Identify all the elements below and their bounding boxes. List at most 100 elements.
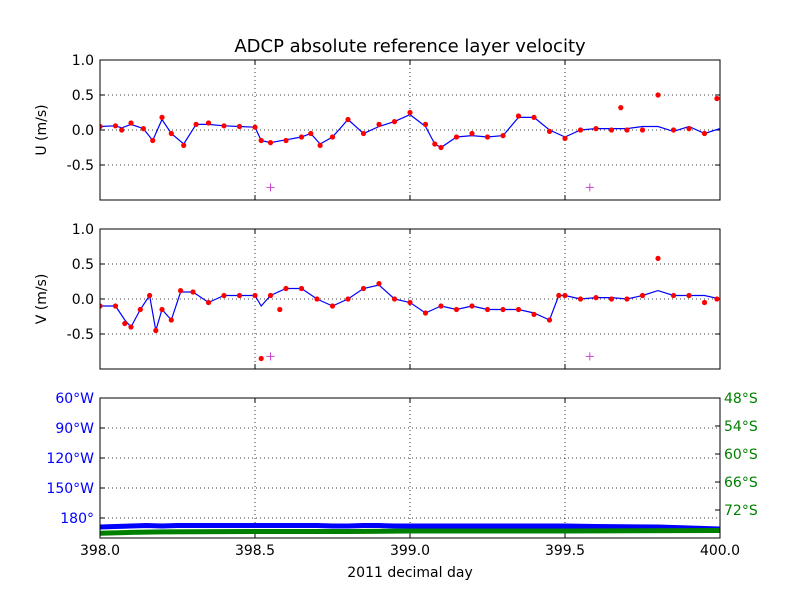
y-tick-label: 1.0 xyxy=(72,53,94,69)
data-point xyxy=(221,123,226,128)
data-point xyxy=(268,293,273,298)
data-point xyxy=(686,293,691,298)
y-tick-label-right: 54°S xyxy=(724,419,758,435)
data-point xyxy=(454,307,459,312)
y-tick-label-right: 66°S xyxy=(724,475,758,491)
data-point xyxy=(609,127,614,132)
y-tick-label-left: 180° xyxy=(60,511,94,527)
data-point xyxy=(169,317,174,322)
data-point xyxy=(206,120,211,125)
x-tick-label: 399.5 xyxy=(545,543,585,559)
data-point xyxy=(178,288,183,293)
data-point xyxy=(432,141,437,146)
x-tick-label: 398.0 xyxy=(80,543,120,559)
data-point xyxy=(702,300,707,305)
data-point xyxy=(423,310,428,315)
data-point xyxy=(578,296,583,301)
data-point xyxy=(113,303,118,308)
data-point xyxy=(556,293,561,298)
data-point xyxy=(122,321,127,326)
y-tick-label: -0.5 xyxy=(67,158,94,174)
data-point xyxy=(128,120,133,125)
data-point xyxy=(277,307,282,312)
data-point xyxy=(299,134,304,139)
data-point xyxy=(283,138,288,143)
data-point xyxy=(237,293,242,298)
data-point xyxy=(454,134,459,139)
data-point xyxy=(562,136,567,141)
data-point xyxy=(702,131,707,136)
y-axis-label: V (m/s) xyxy=(34,274,50,325)
data-point xyxy=(159,115,164,120)
data-point xyxy=(153,328,158,333)
data-point xyxy=(252,293,257,298)
y-tick-label-left: 120°W xyxy=(46,451,94,467)
data-point xyxy=(438,303,443,308)
data-point xyxy=(531,312,536,317)
data-point xyxy=(314,296,319,301)
data-point xyxy=(206,300,211,305)
data-point xyxy=(624,127,629,132)
data-point xyxy=(159,307,164,312)
data-point xyxy=(128,324,133,329)
data-point xyxy=(500,133,505,138)
data-point xyxy=(469,131,474,136)
data-point xyxy=(237,124,242,129)
y-tick-label-right: 48°S xyxy=(724,391,758,407)
data-point xyxy=(407,300,412,305)
data-point xyxy=(330,134,335,139)
figure: ADCP absolute reference layer velocity 1… xyxy=(0,0,800,600)
data-point xyxy=(299,286,304,291)
data-point xyxy=(562,293,567,298)
data-point xyxy=(640,293,645,298)
data-point xyxy=(407,110,412,115)
data-point xyxy=(119,127,124,132)
x-axis-label: 2011 decimal day xyxy=(347,565,472,581)
data-point xyxy=(531,115,536,120)
data-point xyxy=(469,303,474,308)
data-point xyxy=(308,131,313,136)
data-point xyxy=(655,256,660,261)
data-point xyxy=(268,140,273,145)
data-point xyxy=(671,293,676,298)
position-panel: 60°W 90°W 120°W 150°W 180° 48°S 54°S 60°S 66°S 72… xyxy=(46,391,757,559)
data-point xyxy=(547,129,552,134)
y-tick-label: 0.5 xyxy=(72,88,94,104)
data-point xyxy=(376,122,381,127)
data-point xyxy=(593,126,598,131)
u-velocity-panel: 1.0 0.5 0.0 -0.5 U (m/s) xyxy=(34,53,720,200)
y-tick-label-right: 60°S xyxy=(724,447,758,463)
y-tick-label: 1.0 xyxy=(72,222,94,238)
data-point xyxy=(221,293,226,298)
y-tick-label-right: 72°S xyxy=(724,503,758,519)
data-point xyxy=(578,127,583,132)
data-point xyxy=(485,134,490,139)
y-axis-label: U (m/s) xyxy=(34,104,50,155)
data-point xyxy=(330,303,335,308)
y-tick-label-left: 150°W xyxy=(46,481,94,497)
data-point xyxy=(361,286,366,291)
data-point xyxy=(376,281,381,286)
data-point xyxy=(500,307,505,312)
y-tick-label: -0.5 xyxy=(67,327,94,343)
data-point xyxy=(147,293,152,298)
data-point xyxy=(252,125,257,130)
y-tick-label-left: 90°W xyxy=(55,421,94,437)
data-point xyxy=(138,307,143,312)
y-tick-label: 0.5 xyxy=(72,257,94,273)
data-point xyxy=(181,143,186,148)
data-point xyxy=(686,126,691,131)
data-point xyxy=(423,122,428,127)
data-point xyxy=(618,105,623,110)
x-tick-label: 400.0 xyxy=(700,543,740,559)
data-point xyxy=(361,131,366,136)
data-point xyxy=(259,356,264,361)
data-point xyxy=(485,307,490,312)
data-point xyxy=(655,92,660,97)
data-point xyxy=(259,138,264,143)
data-point xyxy=(714,296,719,301)
x-tick-label: 399.0 xyxy=(390,543,430,559)
data-point xyxy=(150,138,155,143)
v-velocity-panel: 1.0 0.5 0.0 -0.5 V (m/s) xyxy=(34,222,720,369)
y-tick-label: 0.0 xyxy=(72,292,94,308)
